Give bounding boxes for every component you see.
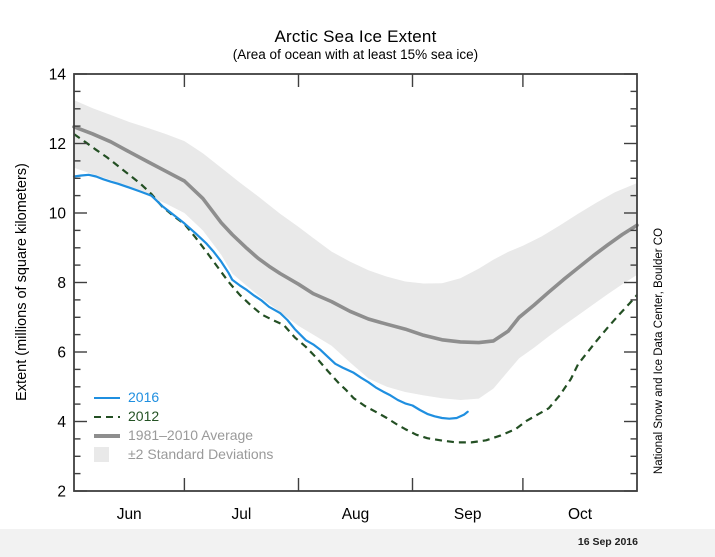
y-tick-label: 8 [57,275,66,292]
legend-item-stddev: ±2 Standard Deviations [94,445,273,464]
y-tick-label: 4 [57,414,66,431]
x-ticks [183,74,524,491]
y-tick-label: 10 [49,206,67,223]
x-tick-label: Jun [117,506,142,523]
chart-subtitle: (Area of ocean with at least 15% sea ice… [232,47,479,62]
legend: 2016 2012 1981–2010 Average ±2 Standard … [94,388,273,464]
y-tick-label: 14 [49,67,67,84]
y-axis-label: Extent (millions of square kilometers) [14,163,30,401]
legend-label-2012: 2012 [128,408,160,424]
legend-item-2012: 2012 [94,407,273,426]
y-tick-label: 12 [49,136,66,153]
legend-label-average: 1981–2010 Average [128,427,254,443]
x-tick-label: Sep [454,506,482,523]
legend-swatch-2016-line-icon [94,396,120,399]
average-line [72,125,639,345]
nsidc-credit-text: National Snow and Ice Data Center, Bould… [653,227,665,475]
date-stamp: 16 Sep 2016 [577,536,638,548]
legend-swatch-2012-dashed-line-icon [94,415,120,418]
x-tick-label: Aug [342,506,370,523]
legend-label-2016: 2016 [128,389,160,405]
x-tick-label: Oct [568,506,593,523]
legend-swatch-stddev-band-icon [94,447,120,462]
legend-item-average: 1981–2010 Average [94,426,273,445]
legend-item-2016: 2016 [94,388,273,407]
legend-label-stddev: ±2 Standard Deviations [128,446,274,462]
y-ticks [74,73,637,492]
y-tick-label: 2 [57,484,66,501]
x-tick-label: Jul [231,506,251,523]
y-tick-label: 6 [57,345,66,362]
line-2016 [72,173,469,420]
footer-strip: 16 Sep 2016 [0,529,715,557]
chart-title: Arctic Sea Ice Extent [274,27,437,46]
legend-swatch-average-line-icon [94,433,120,438]
std-dev-band [74,100,637,400]
